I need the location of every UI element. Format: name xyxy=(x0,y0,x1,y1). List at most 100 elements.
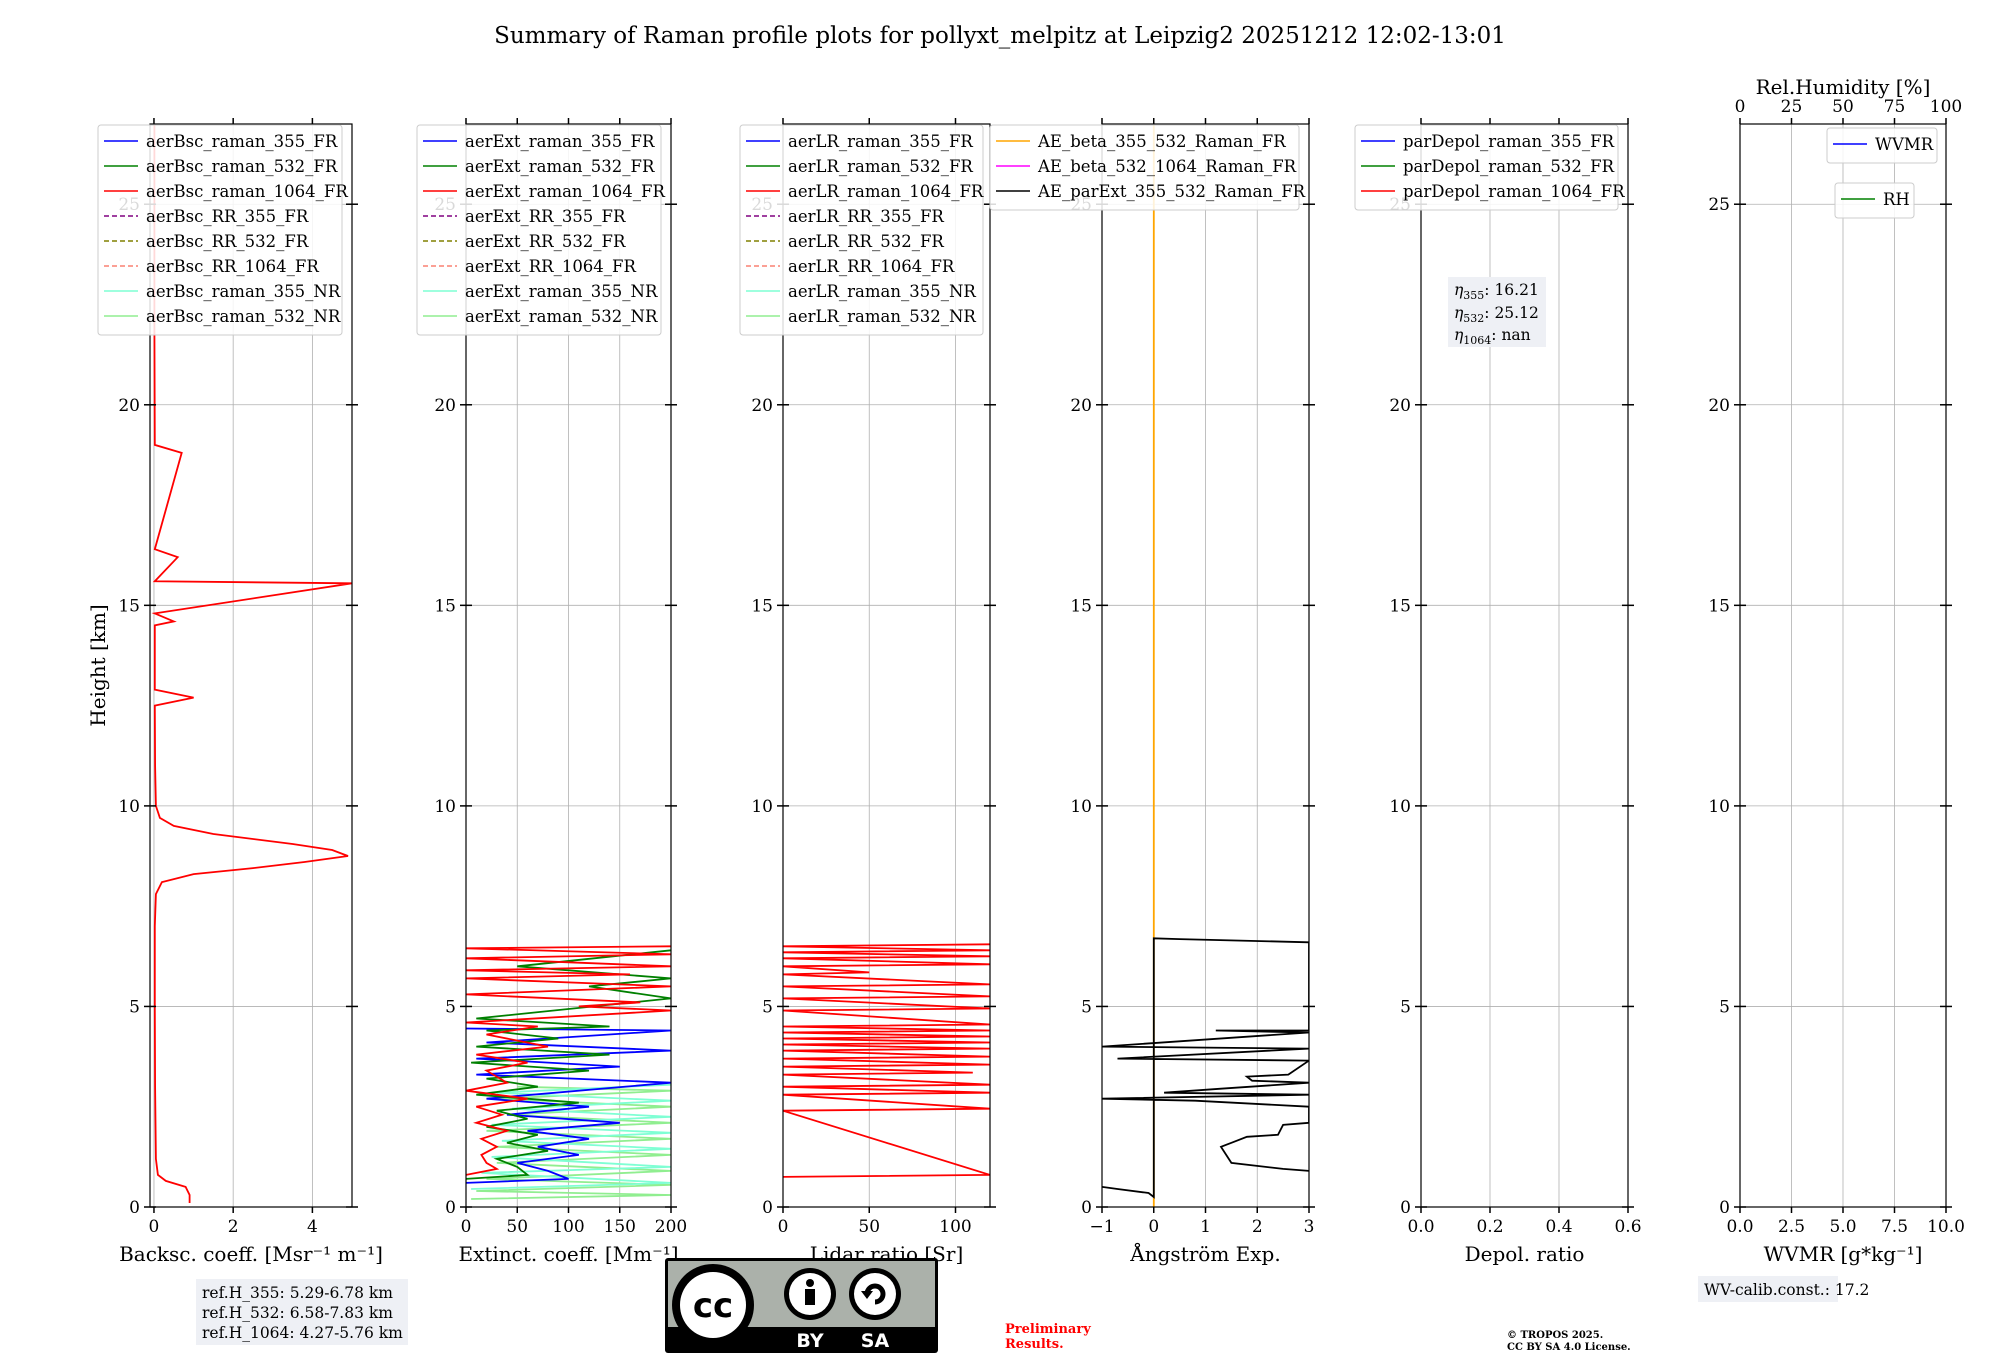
legend-label: aerExt_RR_355_FR xyxy=(465,207,626,226)
y-tick-label: 20 xyxy=(1389,396,1411,416)
legend-label: WVMR xyxy=(1875,135,1934,154)
angstrom-eta-box: η355: 16.21 η532: 25.12 η1064: nan xyxy=(1448,277,1546,347)
x-tick-label: 0.2 xyxy=(1476,1217,1503,1237)
legend-label: aerLR_raman_355_FR xyxy=(788,132,973,151)
y-tick-label: 5 xyxy=(1719,997,1730,1017)
ref-height-1064: ref.H_1064: 4.27-5.76 km xyxy=(202,1324,403,1342)
badge-sa-label: SA xyxy=(861,1330,890,1352)
legend-label: RH xyxy=(1883,190,1910,209)
y-tick-label: 0 xyxy=(1081,1198,1092,1218)
legend-label: parDepol_raman_355_FR xyxy=(1403,132,1615,151)
legend-label: aerBsc_RR_532_FR xyxy=(146,232,309,251)
legend-label: aerExt_raman_355_FR xyxy=(465,132,655,151)
legend-label: aerLR_RR_355_FR xyxy=(788,207,944,226)
top-x-tick-label: 75 xyxy=(1884,97,1906,117)
y-tick-label: 0 xyxy=(445,1198,456,1218)
y-tick-label: 15 xyxy=(751,596,773,616)
legend-label: aerBsc_raman_532_NR xyxy=(146,307,341,326)
legend-frame xyxy=(989,124,1300,211)
legend-label: aerBsc_RR_355_FR xyxy=(146,207,309,226)
y-tick-label: 0 xyxy=(1400,1198,1411,1218)
x-axis-label: Extinct. coeff. [Mm⁻¹] xyxy=(458,1242,678,1266)
preliminary-line-1: Preliminary xyxy=(1005,1322,1091,1337)
legend: RH xyxy=(1834,182,1915,219)
y-tick-label: 10 xyxy=(118,797,140,817)
x-tick-label: 2.5 xyxy=(1778,1217,1805,1237)
legend-label: aerExt_raman_532_FR xyxy=(465,157,655,176)
top-x-tick-label: 100 xyxy=(1930,97,1962,117)
legend: aerBsc_raman_355_FR aerBsc_raman_532_FRae… xyxy=(97,124,348,336)
x-tick-label: 0.6 xyxy=(1614,1217,1641,1237)
panel-2: 0510152025050100150200Extinct. coeff. [M… xyxy=(416,118,687,1266)
cc-by-sa-badge: cc BY SA xyxy=(665,1258,938,1353)
y-tick-label: 5 xyxy=(129,997,140,1017)
y-tick-label: 20 xyxy=(434,396,456,416)
x-tick-label: 5.0 xyxy=(1829,1217,1856,1237)
legend: aerLR_raman_355_FR aerLR_raman_532_FR aerL… xyxy=(739,124,984,336)
legend-frame xyxy=(1354,124,1619,211)
legend-label: AE_parExt_355_532_Raman_FR xyxy=(1037,182,1306,201)
legend-label: aerLR_RR_532_FR xyxy=(788,232,944,251)
legend: aerExt_raman_355_FR aerExt_raman_532_FRae… xyxy=(416,124,665,336)
legend-frame xyxy=(739,124,984,336)
x-tick-label: 3 xyxy=(1304,1217,1315,1237)
x-tick-label: 100 xyxy=(939,1217,971,1237)
legend-label: aerBsc_raman_355_NR xyxy=(146,282,341,301)
legend-label: parDepol_raman_532_FR xyxy=(1403,157,1615,176)
legend-label: aerBsc_raman_532_FR xyxy=(146,157,338,176)
x-axis-label: Backsc. coeff. [Msr⁻¹ m⁻¹] xyxy=(119,1242,383,1266)
legend-label: aerExt_RR_532_FR xyxy=(465,232,626,251)
legend-label: aerLR_raman_355_NR xyxy=(788,282,976,301)
y-tick-label: 15 xyxy=(1389,596,1411,616)
preliminary-line-2: Results. xyxy=(1005,1337,1064,1352)
top-x-tick-label: 0 xyxy=(1735,97,1746,117)
x-tick-label: 2 xyxy=(1252,1217,1263,1237)
y-tick-label: 5 xyxy=(1400,997,1411,1017)
ref-height-532: ref.H_532: 6.58-7.83 km xyxy=(202,1304,393,1322)
legend: WVMR xyxy=(1826,127,1938,164)
x-tick-label: 150 xyxy=(604,1217,636,1237)
legend-label: aerBsc_RR_1064_FR xyxy=(146,257,319,276)
series-aerExt_raman_355_NR xyxy=(471,1083,671,1190)
x-axis-label: Ångström Exp. xyxy=(1129,1241,1280,1266)
legend-label: aerExt_raman_355_NR xyxy=(465,282,658,301)
y-axis-label: Height [km] xyxy=(86,604,110,726)
y-tick-label: 5 xyxy=(1081,997,1092,1017)
x-tick-label: 100 xyxy=(552,1217,584,1237)
eta-1064: η1064: nan xyxy=(1454,326,1531,347)
top-x-axis-label: Rel.Humidity [%] xyxy=(1756,75,1931,99)
y-tick-label: 20 xyxy=(1708,396,1730,416)
y-tick-label: 5 xyxy=(445,997,456,1017)
legend-frame xyxy=(97,124,343,336)
legend-label: aerExt_raman_532_NR xyxy=(465,307,658,326)
legend-label: aerLR_raman_532_FR xyxy=(788,157,973,176)
y-tick-label: 5 xyxy=(762,997,773,1017)
series-aerExt_raman_1064_FR xyxy=(466,945,671,1176)
figure-title: Summary of Raman profile plots for polly… xyxy=(494,23,1506,49)
y-tick-label: 10 xyxy=(1389,797,1411,817)
x-axis-label: WVMR [g*kg⁻¹] xyxy=(1764,1242,1923,1266)
eta-532: η532: 25.12 xyxy=(1454,304,1539,325)
y-tick-label: 20 xyxy=(118,396,140,416)
y-tick-label: 0 xyxy=(129,1198,140,1218)
legend-label: parDepol_raman_1064_FR xyxy=(1403,182,1625,201)
panel-6: 0 5 10 15 20 25 0.0 2.5 5.0 7.5 10.0 0 25 50 75 100Rel.… xyxy=(1708,75,1965,1266)
axes-frame xyxy=(149,123,353,1208)
axes-frame xyxy=(782,123,991,1208)
x-tick-label: 0 xyxy=(149,1217,160,1237)
y-tick-label: 15 xyxy=(118,596,140,616)
y-tick-label: 15 xyxy=(1708,596,1730,616)
y-tick-label: 0 xyxy=(1719,1198,1730,1218)
wv-calib-box: WV-calib.const.: 17.2 xyxy=(1698,1276,1869,1302)
svg-text:cc: cc xyxy=(693,1286,733,1326)
series-aerExt_raman_355_FR xyxy=(466,1027,671,1184)
eta-355: η355: 16.21 xyxy=(1454,281,1539,302)
top-x-tick-label: 50 xyxy=(1832,97,1854,117)
legend-frame xyxy=(1826,127,1938,164)
reference-heights-box: ref.H_355: 5.29-6.78 km ref.H_532: 6.58-… xyxy=(196,1279,408,1345)
x-tick-label: 0 xyxy=(461,1217,472,1237)
wv-calib-const: WV-calib.const.: 17.2 xyxy=(1704,1281,1869,1299)
